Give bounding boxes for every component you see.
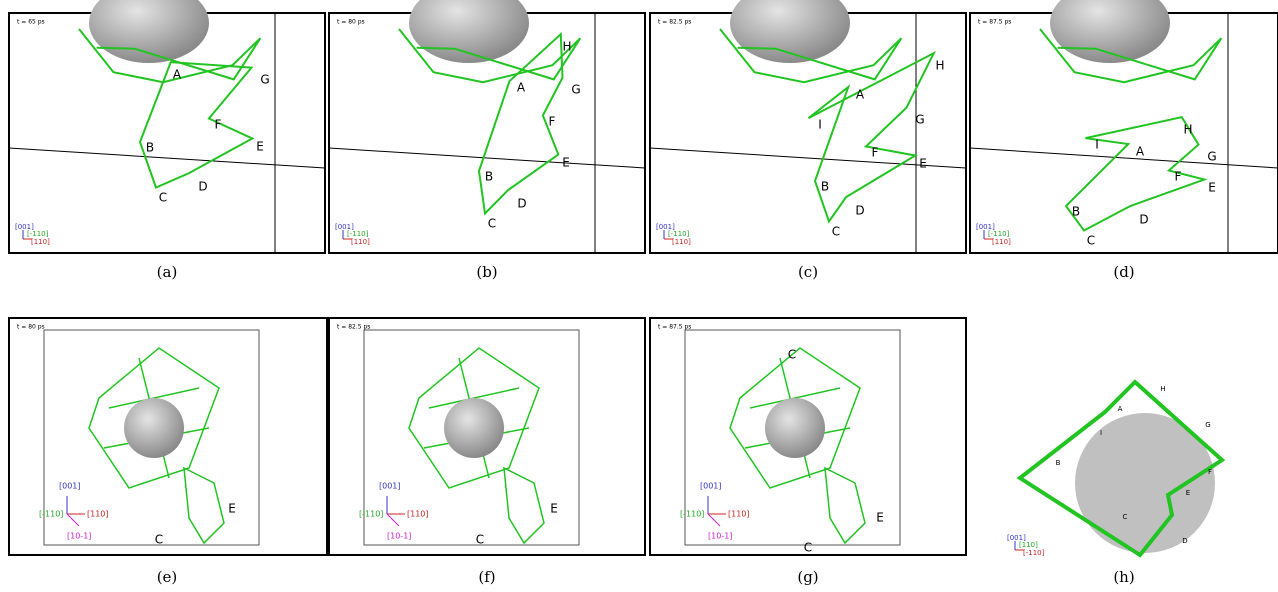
- segment-label: I: [818, 118, 822, 132]
- axis-label: [001]: [59, 482, 81, 491]
- segment-label: H: [1160, 385, 1165, 393]
- axis-label: [110]: [1019, 541, 1038, 549]
- segment-label: E: [1186, 489, 1190, 497]
- axis-label: [-110]: [680, 510, 704, 519]
- segment-label: E: [876, 511, 884, 525]
- axis-label: [110]: [672, 238, 691, 246]
- segment-label: E: [562, 156, 570, 170]
- axis-label: [-110]: [988, 230, 1010, 238]
- segment-label: E: [1208, 181, 1216, 195]
- segment-label: I: [1100, 429, 1102, 437]
- axis-label: [-110]: [668, 230, 690, 238]
- segment-label: D: [517, 197, 526, 211]
- segment-label: H: [562, 40, 571, 54]
- segment-label: E: [919, 157, 927, 171]
- segment-label: E: [256, 140, 264, 154]
- timestamp: t = 80 ps: [337, 19, 365, 26]
- panel-caption: (a): [157, 263, 178, 281]
- segment-label: A: [1136, 145, 1145, 159]
- axis-label: [110]: [31, 238, 50, 246]
- panel-caption: (d): [1113, 263, 1134, 281]
- segment-label: C: [788, 348, 796, 362]
- segment-label: F: [1175, 170, 1182, 184]
- segment-label: E: [228, 502, 236, 516]
- segment-label: G: [915, 113, 924, 127]
- segment-label: C: [832, 225, 840, 239]
- segment-label: E: [550, 502, 558, 516]
- axis-label: [110]: [407, 510, 429, 519]
- segment-label: B: [1056, 459, 1061, 467]
- segment-label: C: [804, 541, 812, 555]
- segment-label: D: [1182, 537, 1187, 545]
- segment-label: B: [821, 180, 829, 194]
- segment-label: A: [856, 88, 865, 102]
- panel: t = 80 ps [001] [-110] [110] [10-1] E C: [9, 318, 327, 555]
- panel-caption: (h): [1113, 568, 1134, 586]
- segment-label: C: [159, 191, 167, 205]
- precipitate: [765, 398, 825, 458]
- segment-label: F: [1208, 468, 1212, 476]
- axis-label: [110]: [87, 510, 109, 519]
- segment-label: I: [1095, 138, 1099, 152]
- timestamp: t = 82.5 ps: [337, 324, 370, 331]
- segment-label: A: [1118, 405, 1123, 413]
- segment-label: G: [571, 83, 580, 97]
- axis-label: [10-1]: [67, 532, 91, 541]
- segment-label: G: [260, 73, 269, 87]
- segment-label: A: [173, 68, 182, 82]
- timestamp: t = 65 ps: [17, 19, 45, 26]
- axis-label: [110]: [351, 238, 370, 246]
- timestamp: t = 87.5 ps: [978, 19, 1011, 26]
- segment-label: H: [1183, 123, 1192, 137]
- timestamp: t = 82.5 ps: [658, 19, 691, 26]
- panel-caption: (g): [797, 568, 818, 586]
- panel-caption: (b): [476, 263, 497, 281]
- segment-label: C: [488, 217, 496, 231]
- axis-label: [-110]: [39, 510, 63, 519]
- segment-label: D: [1139, 213, 1148, 227]
- axis-label: [001]: [700, 482, 722, 491]
- panel: t = 87.5 ps [001] [-110] [110] [10-1] C E C: [650, 318, 966, 555]
- timestamp: t = 87.5 ps: [658, 324, 691, 331]
- axis-label: [110]: [992, 238, 1011, 246]
- segment-label: A: [517, 81, 526, 95]
- panel: t = 82.5 ps [001] [-110] [110] [10-1] E C: [329, 318, 645, 555]
- segment-label: D: [855, 204, 864, 218]
- segment-label: H: [935, 59, 944, 73]
- axis-label: [-110]: [359, 510, 383, 519]
- axis-label: [-110]: [347, 230, 369, 238]
- segment-label: C: [1087, 234, 1095, 248]
- segment-label: G: [1205, 421, 1210, 429]
- segment-label: C: [476, 533, 484, 547]
- axis-label: [10-1]: [387, 532, 411, 541]
- precipitate: [444, 398, 504, 458]
- segment-label: B: [485, 170, 493, 184]
- axis-label: [001]: [379, 482, 401, 491]
- segment-label: F: [549, 115, 556, 129]
- segment-label: B: [1072, 205, 1080, 219]
- segment-label: D: [198, 180, 207, 194]
- panel-caption: (e): [157, 568, 178, 586]
- axis-label: [110]: [728, 510, 750, 519]
- axis-label: [-110]: [27, 230, 49, 238]
- timestamp: t = 80 ps: [17, 324, 45, 331]
- segment-label: F: [872, 146, 879, 160]
- segment-label: C: [1123, 513, 1128, 521]
- precipitate: [124, 398, 184, 458]
- segment-label: F: [215, 118, 222, 132]
- panel-caption: (c): [798, 263, 818, 281]
- axis-label: [-110]: [1023, 549, 1045, 557]
- figure: t = 65 ps[001][-110][110]ABCDEFG(a)t = 8…: [0, 0, 1278, 592]
- segment-label: B: [146, 141, 154, 155]
- segment-label: G: [1207, 150, 1216, 164]
- axis-label: [10-1]: [708, 532, 732, 541]
- segment-label: C: [155, 533, 163, 547]
- panel-caption: (f): [478, 568, 495, 586]
